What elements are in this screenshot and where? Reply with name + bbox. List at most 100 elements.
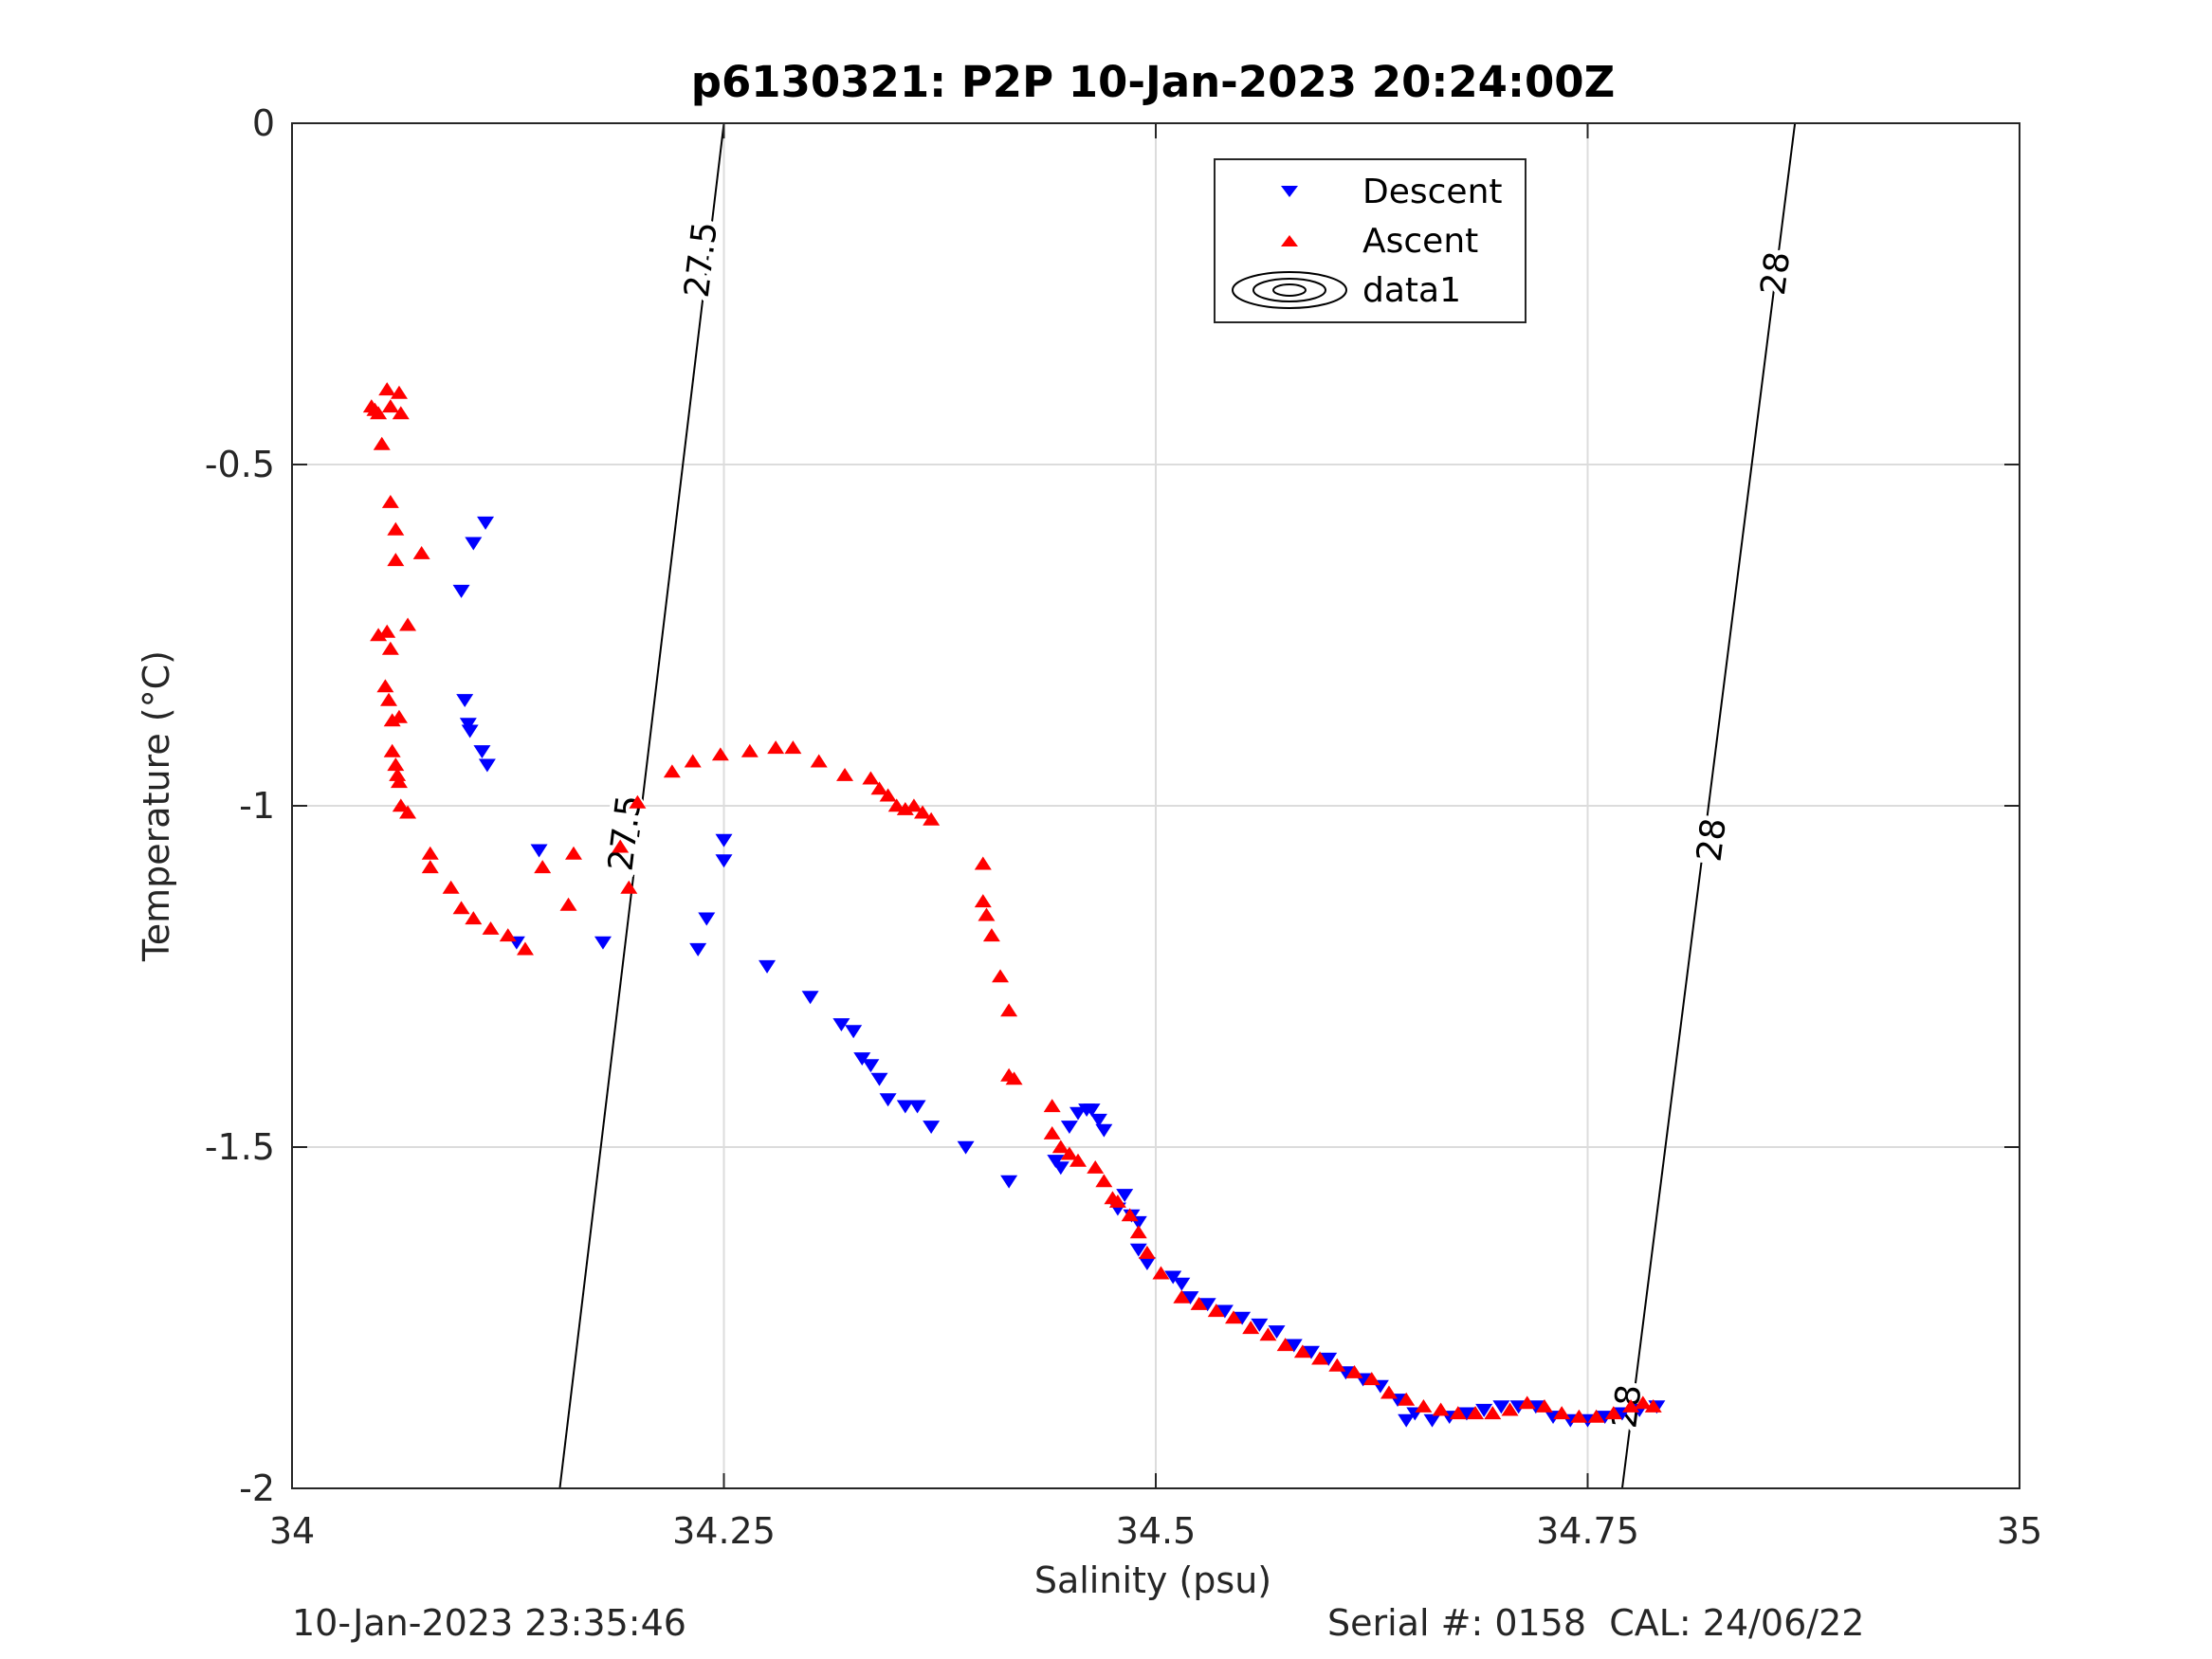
ascent-point (376, 679, 394, 693)
ascent-point (399, 805, 417, 819)
ascent-point (862, 771, 880, 785)
ascent-point (1138, 1245, 1156, 1259)
ascent-point (978, 907, 996, 921)
descent-point (870, 1072, 888, 1086)
ascent-point (1293, 1344, 1311, 1358)
ascent-point (923, 811, 941, 826)
ascent-point (390, 385, 408, 399)
ascent-point (1190, 1296, 1208, 1310)
ascent-point (1173, 1289, 1191, 1304)
chart-title: p6130321: P2P 10-Jan-2023 20:24:00Z (691, 57, 1616, 107)
descent-point (1216, 1304, 1234, 1319)
ascent-point (887, 798, 905, 812)
ascent-point (1005, 1071, 1023, 1085)
x-tick-label: 34.25 (672, 1510, 776, 1552)
ascent-point (711, 747, 729, 761)
ascent-point (1432, 1402, 1450, 1416)
ascent-point (1362, 1372, 1380, 1386)
descent-point (456, 694, 474, 708)
ascent-point (381, 641, 399, 655)
descent-point (1302, 1345, 1320, 1359)
ascent-point (1060, 1146, 1078, 1160)
ascent-point (992, 969, 1010, 983)
ascent-point (389, 767, 407, 781)
ascent-point (452, 901, 470, 915)
ascent-point (767, 740, 785, 755)
y-tick-label: -0.5 (205, 444, 275, 485)
ascent-point (1398, 1392, 1416, 1406)
descent-point (1268, 1325, 1286, 1340)
legend-descent-marker (1281, 186, 1298, 197)
descent-point (1051, 1161, 1069, 1176)
ascent-point (516, 941, 534, 956)
ascent-point (380, 692, 398, 706)
ascent-point (629, 794, 647, 809)
descent-point (1423, 1413, 1441, 1428)
descent-point (1198, 1298, 1216, 1312)
ascent-point (387, 521, 405, 536)
ascent-point (559, 897, 577, 911)
ascent-point (387, 757, 405, 772)
descent-point (1251, 1318, 1269, 1332)
ascent-point (684, 754, 702, 768)
ascent-point (784, 740, 802, 755)
legend-contour-icon (1232, 271, 1347, 309)
descent-point (801, 991, 819, 1005)
descent-point (478, 758, 496, 773)
y-tick-label: 0 (252, 102, 275, 144)
descent-point (1492, 1400, 1510, 1414)
descent-point (689, 942, 707, 957)
descent-point (465, 537, 483, 551)
ascent-point (1051, 1139, 1069, 1154)
legend-data1-label: data1 (1362, 271, 1461, 310)
descent-point (908, 1100, 926, 1114)
ascent-series (362, 382, 1662, 1423)
ascent-point (1328, 1358, 1346, 1372)
descent-point (832, 1018, 850, 1032)
descent-point (594, 936, 612, 950)
ascent-point (390, 709, 408, 723)
ascent-point (1553, 1406, 1571, 1420)
ascent-point (982, 928, 1000, 942)
ascent-point (421, 860, 439, 874)
ascent-point (1345, 1364, 1363, 1378)
ascent-point (1043, 1099, 1061, 1113)
ascent-point (1644, 1398, 1662, 1413)
legend-ascent-marker (1281, 235, 1298, 246)
axis-ticks: 34 34.25 34.5 34.75 35 0 -0.5 -1 -1.5 -2 (205, 102, 2042, 1552)
ascent-point (896, 801, 914, 815)
ascent-point (612, 839, 630, 853)
ascent-point (1129, 1225, 1147, 1239)
descent-point (1320, 1352, 1338, 1366)
contour-line-28 (1620, 122, 1797, 1489)
ascent-point (1501, 1402, 1519, 1416)
ascent-point (465, 911, 483, 925)
descent-point (1475, 1403, 1493, 1417)
descent-point (845, 1025, 863, 1039)
descent-point (957, 1140, 975, 1155)
descent-point (715, 854, 733, 868)
footer-timestamp: 10-Jan-2023 23:35:46 (292, 1602, 686, 1644)
contour-label: 28 (1605, 1382, 1649, 1431)
ascent-point (1311, 1351, 1329, 1365)
contour-label: 28 (1754, 249, 1798, 298)
ascent-point (974, 894, 992, 908)
ascent-point (421, 846, 439, 860)
descent-point (1129, 1243, 1147, 1257)
descent-point (1234, 1311, 1252, 1325)
ascent-point (1380, 1385, 1398, 1399)
ascent-point (381, 399, 399, 413)
ascent-point (836, 767, 854, 781)
ascent-point (390, 775, 408, 789)
descent-point (477, 516, 495, 530)
ascent-point (663, 764, 681, 778)
ascent-point (373, 436, 391, 450)
ascent-point (1518, 1395, 1536, 1410)
ascent-point (412, 545, 430, 559)
ascent-point (1259, 1327, 1277, 1341)
descent-point (853, 1052, 871, 1066)
ascent-point (534, 860, 552, 874)
descent-point (461, 724, 479, 738)
descent-point (1398, 1413, 1416, 1428)
